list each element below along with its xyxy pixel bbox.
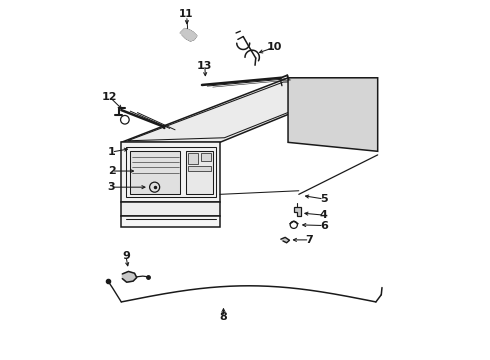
Text: 5: 5 <box>320 194 328 204</box>
Text: 7: 7 <box>306 235 314 245</box>
Text: 10: 10 <box>267 42 282 52</box>
Text: 13: 13 <box>197 61 213 71</box>
Text: 4: 4 <box>320 210 328 220</box>
Text: 8: 8 <box>220 312 227 322</box>
Polygon shape <box>122 142 220 202</box>
Text: 2: 2 <box>108 166 116 176</box>
Polygon shape <box>122 202 220 216</box>
Polygon shape <box>188 166 211 171</box>
Text: 11: 11 <box>178 9 193 19</box>
Polygon shape <box>129 150 180 194</box>
Polygon shape <box>122 271 137 282</box>
Text: 3: 3 <box>108 182 116 192</box>
Text: 1: 1 <box>108 147 116 157</box>
Polygon shape <box>180 29 196 41</box>
Text: 6: 6 <box>320 221 328 230</box>
Polygon shape <box>122 216 220 226</box>
Polygon shape <box>288 78 378 151</box>
Polygon shape <box>201 153 211 161</box>
Polygon shape <box>122 78 378 142</box>
Polygon shape <box>188 153 198 164</box>
Polygon shape <box>186 150 213 194</box>
Polygon shape <box>294 207 300 216</box>
Text: 9: 9 <box>122 251 130 261</box>
Text: 12: 12 <box>102 92 117 102</box>
Polygon shape <box>281 237 290 243</box>
